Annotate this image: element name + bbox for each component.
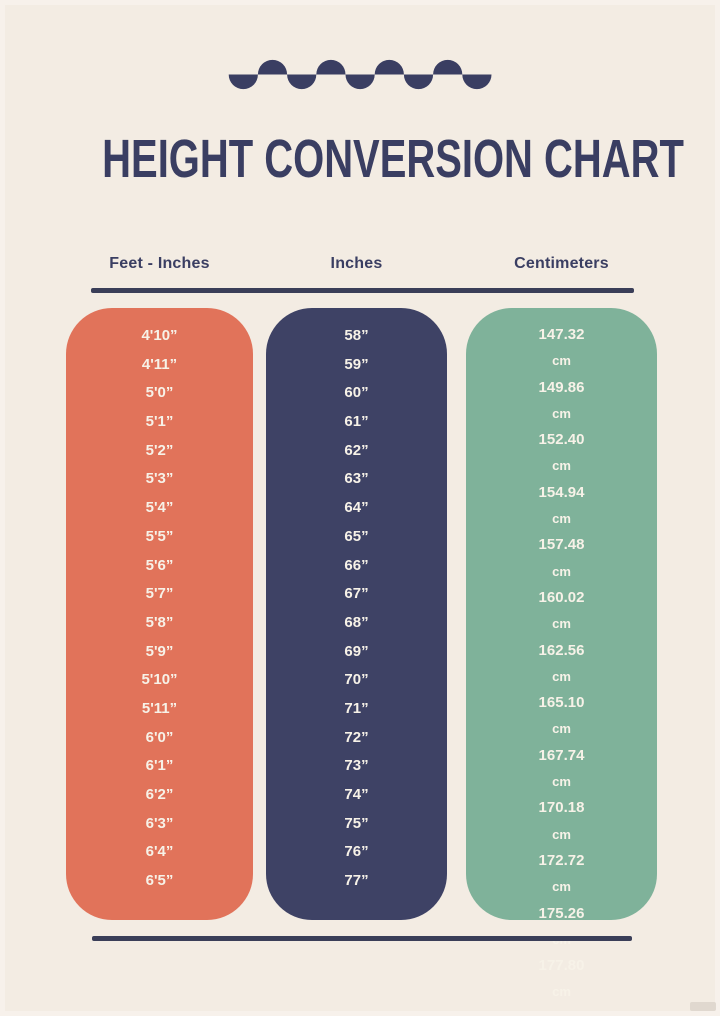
- centimeters-cell-unit: cm: [552, 405, 571, 421]
- column-inches: 58” 59” 60” 61” 62” 63” 64” 65” 66” 67” 68” 69” 70” 7…: [266, 308, 447, 920]
- feet-inches-cell: 6'0”: [145, 728, 174, 746]
- centimeters-cell-unit: cm: [552, 563, 571, 579]
- centimeters-cell: 170.18: [538, 799, 585, 817]
- feet-inches-cell: 5'3”: [145, 470, 174, 488]
- feet-inches-cell: 5'8”: [145, 613, 174, 631]
- centimeters-cell: 167.74: [538, 746, 585, 764]
- inches-cell: 60”: [344, 384, 369, 402]
- inches-cell: 77”: [344, 872, 369, 890]
- column-header-feet-inches: Feet - Inches: [109, 255, 210, 272]
- inches-cell: 75”: [344, 814, 369, 832]
- feet-inches-cell: 4'10”: [141, 327, 178, 344]
- inches-cell: 64”: [344, 499, 369, 517]
- feet-inches-cell: 5'2”: [145, 441, 174, 459]
- feet-inches-cell: 6'5”: [145, 872, 174, 890]
- feet-inches-cell: 5'10”: [141, 671, 178, 689]
- feet-inches-cell: 5'4”: [145, 499, 174, 517]
- feet-inches-cell: 5'7”: [145, 585, 174, 603]
- column-header-inches: Inches: [330, 255, 383, 272]
- inches-cell: 62”: [344, 441, 369, 459]
- inches-cell: 68”: [344, 613, 369, 631]
- inches-cell: 59”: [344, 355, 369, 373]
- feet-inches-cell: 5'11”: [141, 699, 178, 717]
- header-underline-divider: [91, 288, 634, 293]
- centimeters-cell: 152.40: [538, 431, 585, 449]
- watermark: [690, 1002, 716, 1011]
- inches-cell: 70”: [344, 671, 369, 689]
- column-feet-inches: 4'10” 4'11” 5'0” 5'1” 5'2” 5'3” 5'4” 5'5” 5'6” 5'…: [66, 308, 253, 920]
- inches-cell: 76”: [344, 843, 369, 861]
- centimeters-cell: 154.94: [538, 483, 585, 501]
- centimeters-cell: 149.86: [538, 378, 585, 396]
- title-wrap: HEIGHT CONVERSION CHART: [0, 132, 720, 186]
- centimeters-cell-unit: cm: [552, 668, 571, 684]
- feet-inches-cell: 5'1”: [145, 413, 174, 431]
- centimeters-cell: 160.02: [538, 588, 585, 606]
- inches-cell: 67”: [344, 585, 369, 603]
- centimeters-cell-unit: cm: [552, 616, 571, 632]
- centimeters-cell-unit: cm: [552, 511, 571, 527]
- centimeters-list: 147.32 cm 149.86 cm 152.40 cm 154.94 cm 157.48 cm…: [466, 308, 657, 1006]
- centimeters-cell-unit: cm: [552, 721, 571, 737]
- page-title: HEIGHT CONVERSION CHART: [102, 129, 684, 189]
- inches-cell: 66”: [344, 556, 369, 574]
- centimeters-cell: 157.48: [538, 536, 585, 554]
- inches-list: 58” 59” 60” 61” 62” 63” 64” 65” 66” 67” 68” 69” 70” 7…: [266, 308, 447, 896]
- inches-cell: 63”: [344, 470, 369, 488]
- centimeters-cell-unit: cm: [552, 826, 571, 842]
- centimeters-cell: 165.10: [538, 694, 585, 712]
- inches-cell: 71”: [344, 699, 369, 717]
- feet-inches-cell: 5'0”: [145, 384, 174, 402]
- inches-cell: 58”: [344, 327, 369, 344]
- table-bottom-divider: [92, 936, 632, 941]
- centimeters-cell: 162.56: [538, 641, 585, 659]
- inches-cell: 65”: [344, 527, 369, 545]
- feet-inches-cell: 5'6”: [145, 556, 174, 574]
- column-header-centimeters: Centimeters: [514, 255, 609, 272]
- inches-cell: 72”: [344, 728, 369, 746]
- inches-cell: 61”: [344, 413, 369, 431]
- feet-inches-list: 4'10” 4'11” 5'0” 5'1” 5'2” 5'3” 5'4” 5'5” 5'6” 5'…: [66, 308, 253, 896]
- feet-inches-cell: 6'3”: [145, 814, 174, 832]
- centimeters-cell: 147.32: [538, 326, 585, 343]
- centimeters-cell-unit: cm: [552, 774, 571, 790]
- centimeters-cell-unit: cm: [552, 984, 571, 1000]
- centimeters-cell: 172.72: [538, 851, 585, 869]
- wave-scallop-icon: [228, 59, 492, 90]
- feet-inches-cell: 5'5”: [145, 527, 174, 545]
- centimeters-cell: 175.26: [538, 904, 585, 922]
- inches-cell: 69”: [344, 642, 369, 660]
- column-centimeters: 147.32 cm 149.86 cm 152.40 cm 154.94 cm 157.48 cm…: [466, 308, 657, 999]
- centimeters-cell-unit: cm: [552, 879, 571, 895]
- feet-inches-cell: 6'2”: [145, 786, 174, 803]
- inches-cell: 74”: [344, 786, 369, 803]
- centimeters-cell-unit: cm: [552, 353, 571, 369]
- feet-inches-cell: 5'9”: [145, 642, 174, 660]
- feet-inches-cell: 4'11”: [141, 355, 178, 373]
- inches-cell: 73”: [344, 757, 369, 775]
- centimeters-cell: 177.80: [538, 957, 585, 975]
- centimeters-cell-unit: cm: [552, 458, 571, 474]
- feet-inches-cell: 6'1”: [145, 757, 174, 775]
- feet-inches-cell: 6'4”: [145, 843, 174, 861]
